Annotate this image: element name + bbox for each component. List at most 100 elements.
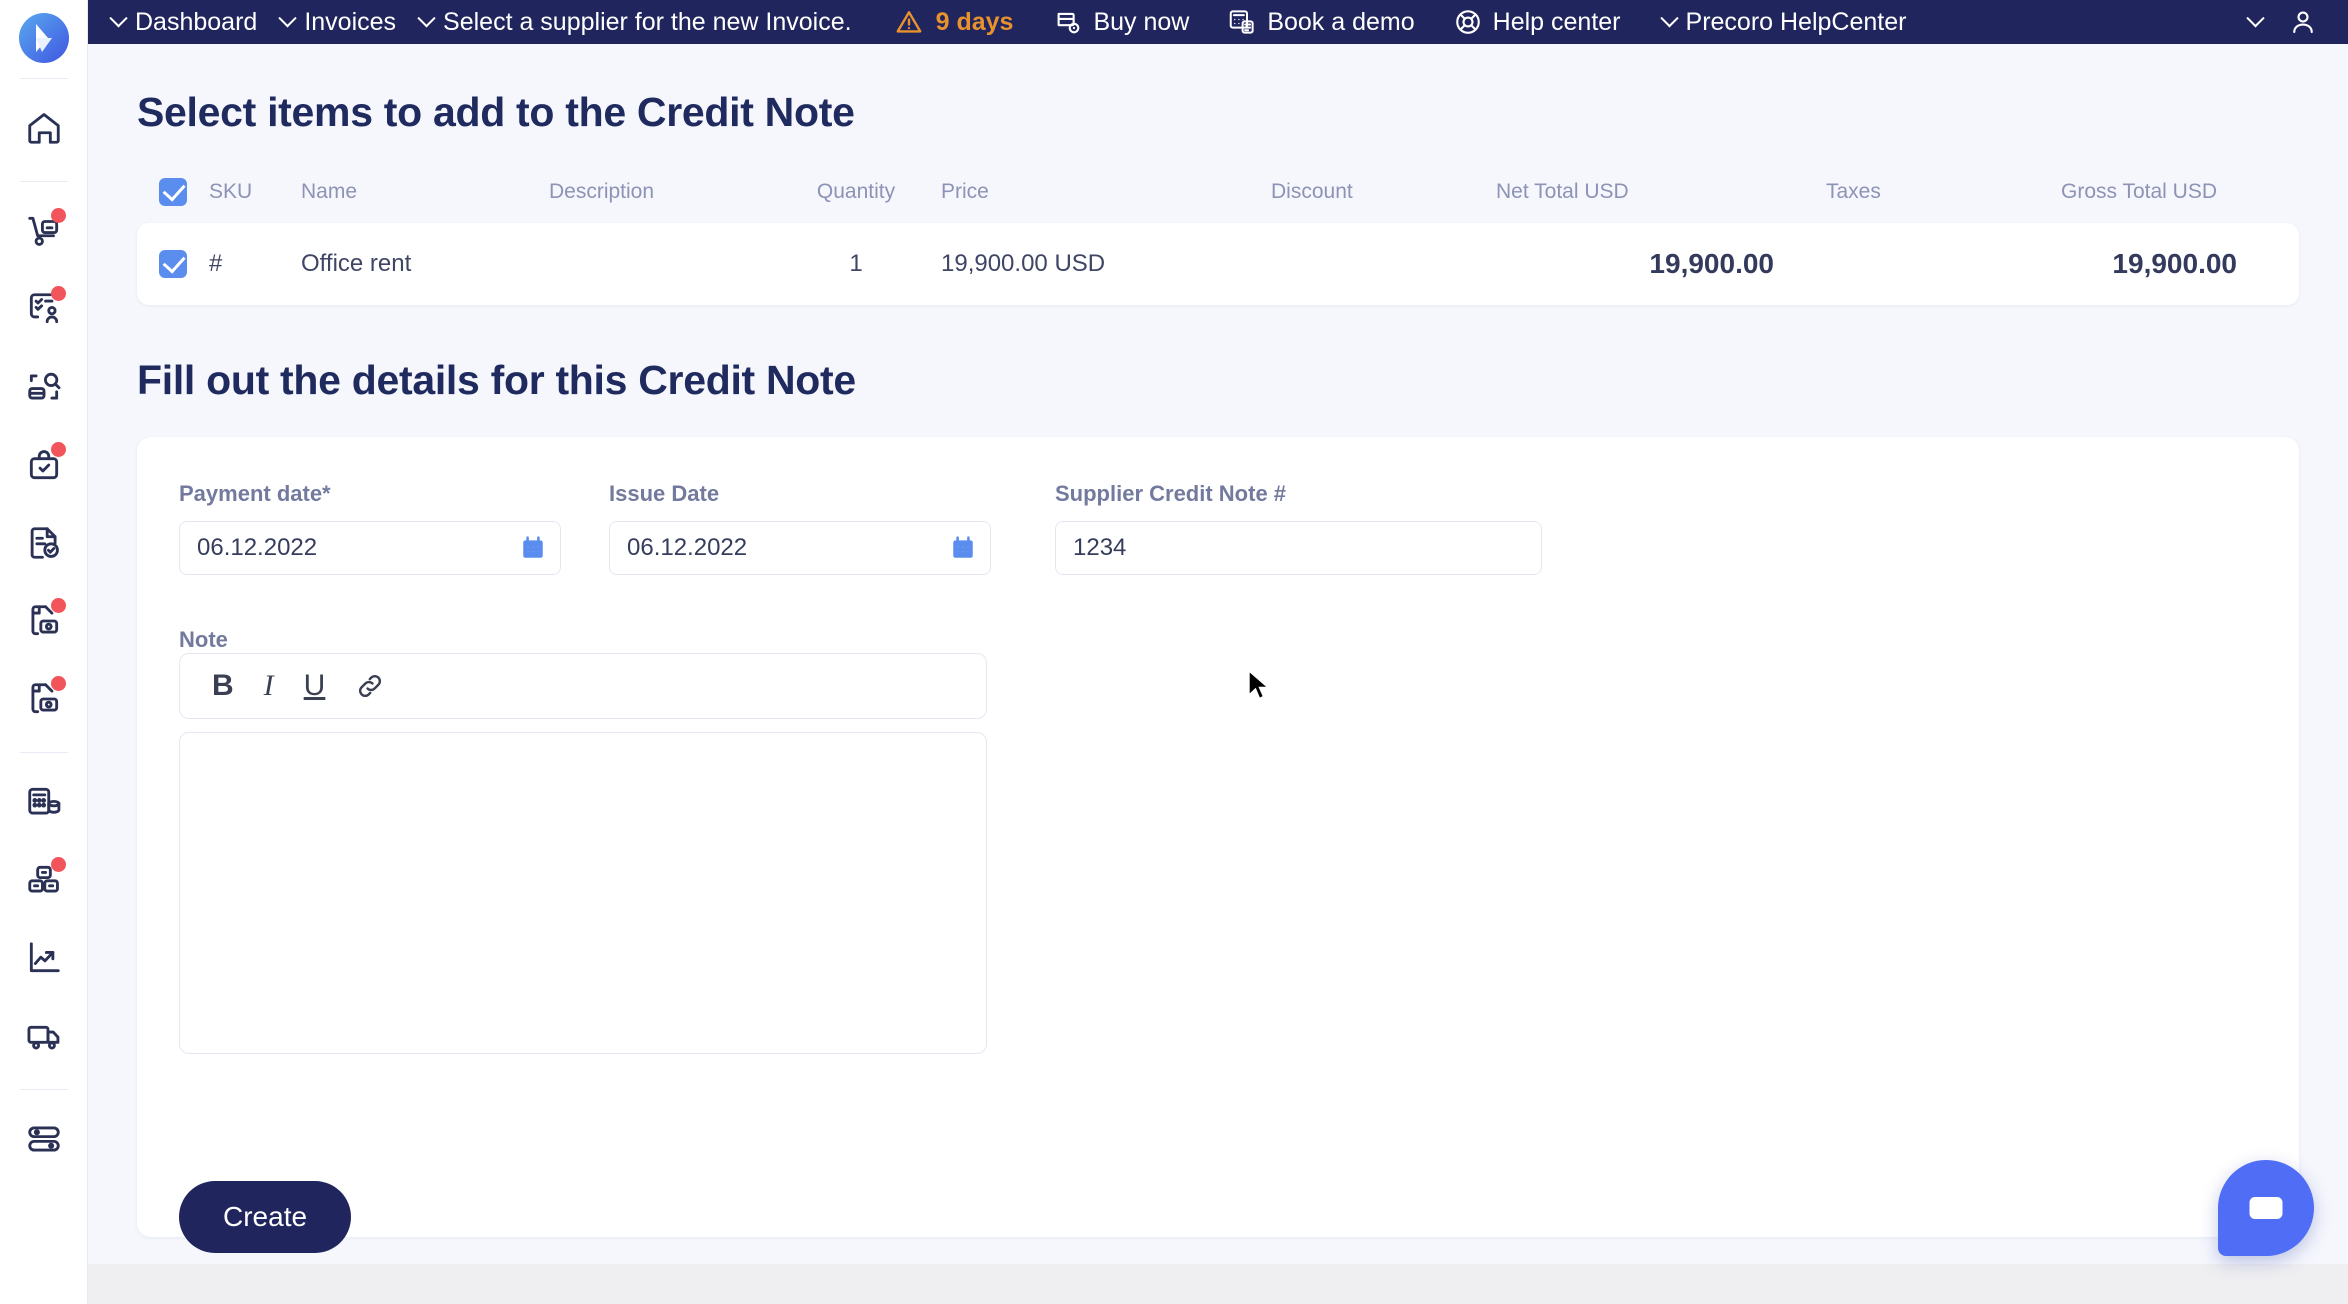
- sidebar-divider-1: [19, 78, 68, 79]
- note-richtext-toolbar: B I U: [179, 653, 987, 719]
- cell-gross-total: 19,900.00: [2112, 248, 2237, 279]
- sidebar-item-orders[interactable]: [16, 439, 72, 491]
- sidebar-item-credit-notes[interactable]: [16, 673, 72, 725]
- column-header-net-total: Net Total USD: [1496, 180, 1629, 203]
- payment-date-value: 06.12.2022: [197, 534, 318, 561]
- column-header-price: Price: [941, 180, 989, 203]
- sidebar-item-configuration[interactable]: [16, 1113, 72, 1165]
- column-header-quantity: Quantity: [816, 180, 896, 203]
- sidebar: [0, 0, 88, 1304]
- payment-date-label: Payment date*: [179, 481, 331, 506]
- column-header-sku: SKU: [209, 180, 253, 203]
- items-table: SKU Name Description Quantity Price Disc…: [137, 170, 2299, 305]
- column-header-gross-total: Gross Total USD: [2061, 180, 2217, 203]
- breadcrumb-invoices-label: Invoices: [304, 7, 397, 36]
- page-title-select-items: Select items to add to the Credit Note: [137, 89, 855, 135]
- account-name-label: Precoro HelpCenter: [1685, 7, 1907, 36]
- chevron-down-icon: [417, 8, 436, 27]
- breadcrumb-dashboard[interactable]: Dashboard: [109, 7, 258, 37]
- chat-bubble-icon: [2244, 1186, 2288, 1230]
- chevron-down-icon: [1659, 8, 1679, 27]
- breadcrumb-dashboard-label: Dashboard: [135, 7, 258, 36]
- sidebar-item-requests[interactable]: [16, 283, 72, 335]
- cell-name: Office rent: [301, 250, 412, 277]
- issue-date-value: 06.12.2022: [627, 534, 748, 561]
- sidebar-item-receipts[interactable]: [16, 517, 72, 569]
- page-title-fill-details: Fill out the details for this Credit Not…: [137, 357, 856, 403]
- book-a-demo-button[interactable]: Book a demo: [1227, 7, 1415, 37]
- bold-icon[interactable]: B: [212, 669, 234, 702]
- sidebar-item-suppliers[interactable]: [16, 1010, 72, 1062]
- badge-dot: [50, 676, 66, 691]
- field-issue-date: Issue Date 06.12.2022: [609, 481, 991, 575]
- precoro-logo[interactable]: [18, 12, 70, 64]
- column-header-name: Name: [301, 180, 358, 203]
- issue-date-label: Issue Date: [609, 481, 720, 506]
- sidebar-item-home[interactable]: [16, 102, 72, 154]
- sidebar-item-invoices[interactable]: [16, 595, 72, 647]
- chat-widget-button[interactable]: [2218, 1160, 2314, 1256]
- column-header-discount: Discount: [1271, 180, 1353, 203]
- user-menu[interactable]: [2246, 7, 2348, 37]
- create-button[interactable]: Create: [179, 1181, 352, 1253]
- issue-date-input[interactable]: 06.12.2022: [609, 521, 991, 575]
- note-label: Note: [179, 627, 228, 652]
- trial-days-badge[interactable]: 9 days: [894, 7, 1014, 37]
- sidebar-item-purchase-requisitions[interactable]: [16, 205, 72, 257]
- cell-sku: #: [209, 250, 223, 277]
- sidebar-item-budgets[interactable]: [16, 776, 72, 828]
- row-checkbox[interactable]: [159, 250, 187, 278]
- sidebar-item-reports[interactable]: [16, 932, 72, 984]
- breadcrumb-invoices[interactable]: Invoices: [278, 7, 397, 37]
- badge-dot: [50, 208, 66, 223]
- calculator-doc-icon: [1227, 7, 1257, 37]
- main-content: Select items to add to the Credit Note S…: [88, 44, 2348, 1304]
- row-select-cell: [137, 250, 209, 278]
- note-textarea[interactable]: [179, 732, 987, 1054]
- help-center-button[interactable]: Help center: [1453, 7, 1621, 37]
- sidebar-divider-4: [19, 1089, 68, 1090]
- field-payment-date: Payment date* 06.12.2022: [179, 481, 561, 575]
- topbar-right-group: [2246, 7, 2348, 37]
- help-center-label: Help center: [1492, 7, 1621, 36]
- badge-dot: [50, 442, 66, 457]
- select-all-checkbox[interactable]: [159, 178, 187, 206]
- italic-icon[interactable]: I: [263, 669, 274, 702]
- badge-dot: [50, 286, 66, 301]
- supplier-credit-note-label: Supplier Credit Note #: [1055, 481, 1287, 506]
- top-navigation-bar: Dashboard Invoices Select a supplier for…: [88, 0, 2348, 44]
- breadcrumb-current-label: Select a supplier for the new Invoice.: [443, 7, 852, 36]
- buy-now-button[interactable]: Buy now: [1053, 7, 1189, 37]
- breadcrumb-current[interactable]: Select a supplier for the new Invoice.: [417, 7, 852, 37]
- column-header-description: Description: [549, 180, 655, 203]
- chevron-down-icon: [2246, 8, 2265, 27]
- field-note: Note B I U: [137, 575, 2299, 1054]
- underline-icon[interactable]: U: [303, 669, 326, 702]
- form-row-dates: Payment date* 06.12.2022 Issue: [137, 481, 2299, 575]
- link-icon[interactable]: [355, 671, 385, 701]
- payment-date-input[interactable]: 06.12.2022: [179, 521, 561, 575]
- cart-tag-icon: [1053, 7, 1083, 37]
- account-menu[interactable]: Precoro HelpCenter: [1659, 7, 1907, 37]
- sidebar-item-rfq[interactable]: [16, 361, 72, 413]
- book-a-demo-label: Book a demo: [1267, 7, 1415, 36]
- credit-note-form-card: Payment date* 06.12.2022 Issue: [137, 437, 2299, 1253]
- sidebar-item-inventory[interactable]: [16, 854, 72, 906]
- cell-price: 19,900.00 USD: [941, 250, 1106, 277]
- calendar-icon[interactable]: [950, 535, 976, 561]
- trial-days-label: 9 days: [935, 7, 1014, 36]
- select-all-cell: [137, 178, 209, 206]
- user-avatar-icon: [2288, 7, 2318, 37]
- lifebuoy-icon: [1453, 7, 1483, 37]
- buy-now-label: Buy now: [1093, 7, 1190, 36]
- warning-triangle-icon: [894, 7, 924, 37]
- bottom-strip: [88, 1264, 2348, 1304]
- supplier-credit-note-value: 1234: [1073, 534, 1127, 561]
- cell-net-total: 19,900.00: [1649, 248, 1774, 279]
- calendar-icon[interactable]: [520, 535, 546, 561]
- supplier-credit-note-input[interactable]: 1234: [1055, 521, 1542, 575]
- table-row[interactable]: # Office rent 1 19,900.00 USD 19,900.00 …: [137, 223, 2299, 305]
- cell-quantity: 1: [849, 250, 863, 277]
- sidebar-divider-2: [19, 181, 68, 182]
